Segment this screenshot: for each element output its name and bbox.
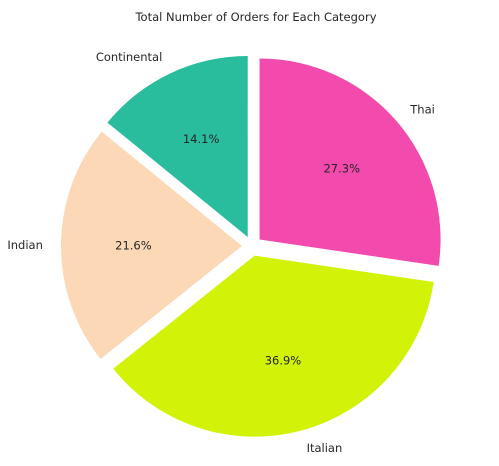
pie-category-label-indian: Indian [7, 238, 43, 252]
pie-slice-italian [113, 255, 434, 437]
pie-value-label-italian: 36.9% [265, 353, 302, 367]
pie-value-label-indian: 21.6% [115, 238, 152, 252]
pie-slice-thai [259, 58, 441, 266]
pie-category-label-continental: Continental [96, 50, 162, 64]
chart-title: Total Number of Orders for Each Category [134, 10, 376, 24]
pie-labels: 27.3% Thai 36.9% Italian 21.6% Indian 14.1% Con… [7, 50, 434, 455]
pie-value-label-thai: 27.3% [323, 161, 360, 175]
pie-category-label-thai: Thai [409, 102, 435, 116]
pie-slice-indian [61, 131, 243, 359]
pie-slices [61, 55, 441, 437]
pie-value-label-continental: 14.1% [183, 132, 220, 146]
pie-category-label-italian: Italian [307, 441, 343, 455]
pie-slice-continental [107, 55, 248, 237]
